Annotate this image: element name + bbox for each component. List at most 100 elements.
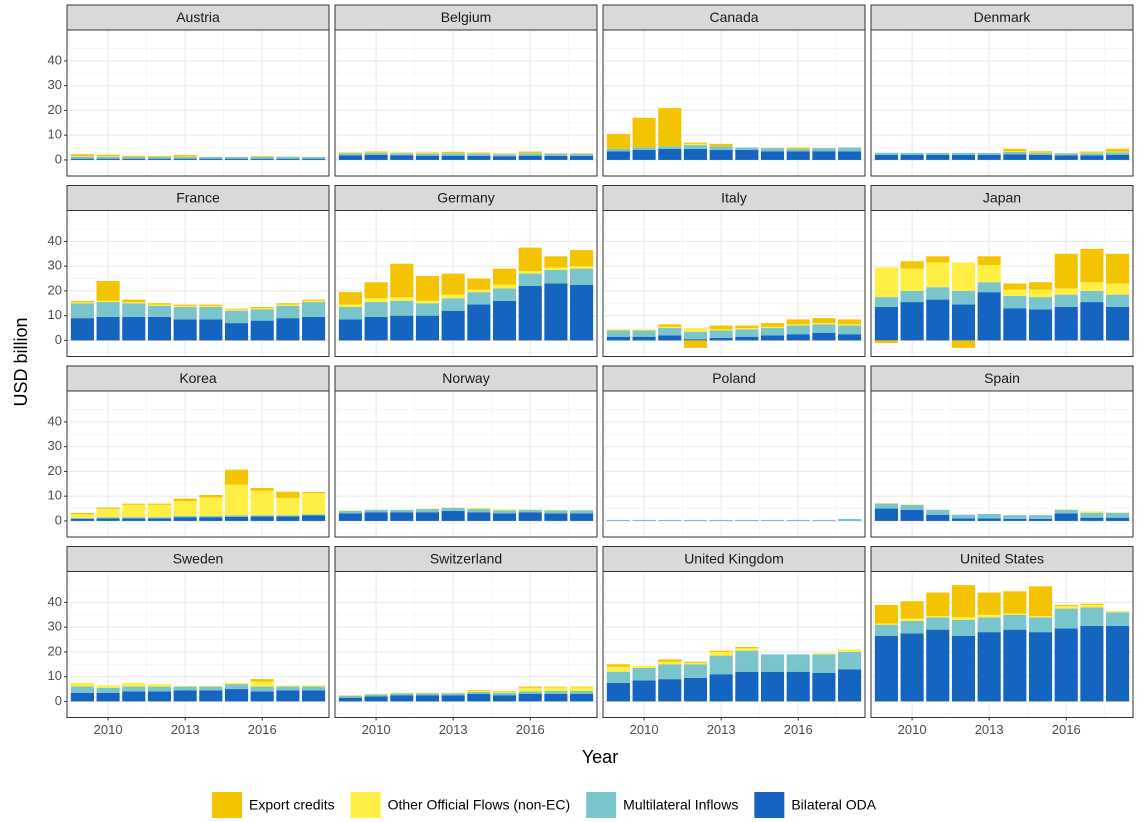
bar	[173, 154, 197, 157]
bar	[467, 153, 491, 156]
bar	[250, 488, 274, 491]
bar	[122, 517, 146, 519]
bar	[441, 155, 465, 160]
bar	[632, 336, 656, 341]
bar	[786, 325, 810, 335]
bar	[467, 289, 491, 293]
bar	[760, 335, 785, 341]
panel: Japan	[870, 185, 1134, 357]
legend-label: Export credits	[249, 797, 335, 813]
bar	[760, 519, 785, 521]
x-tick-label: 2013	[707, 722, 736, 737]
bar	[606, 336, 630, 341]
bar	[786, 151, 810, 160]
bar	[658, 679, 682, 702]
bar	[1054, 628, 1078, 702]
x-tick-label: 2010	[630, 722, 659, 737]
bar	[951, 518, 976, 521]
bar	[926, 616, 950, 618]
bar	[147, 155, 172, 157]
bar	[492, 509, 517, 511]
bar	[199, 494, 223, 498]
panel: Italy	[602, 185, 866, 357]
y-tick-label: 20	[48, 643, 62, 658]
bar	[812, 519, 836, 521]
bar	[1003, 613, 1027, 615]
y-tick-label: 0	[55, 512, 62, 527]
bar	[518, 151, 542, 153]
bar	[276, 156, 300, 159]
bar	[838, 651, 862, 670]
bar	[70, 518, 94, 521]
bar	[1080, 302, 1104, 341]
bar	[1106, 612, 1130, 626]
bar	[70, 300, 94, 303]
bar	[70, 692, 94, 702]
bar	[1080, 151, 1104, 153]
strip	[334, 546, 598, 572]
bar	[977, 518, 1001, 521]
bar	[302, 158, 326, 160]
bar	[224, 323, 249, 341]
bar	[1080, 248, 1104, 283]
bar	[812, 653, 836, 655]
bar	[415, 153, 440, 156]
bar	[709, 146, 733, 151]
bar	[70, 686, 94, 693]
bar	[173, 307, 197, 320]
bar	[199, 686, 223, 691]
bar	[570, 284, 594, 341]
bar	[147, 686, 172, 692]
bar	[364, 696, 388, 702]
bar	[147, 504, 172, 518]
bar	[951, 262, 976, 291]
bar	[441, 693, 465, 696]
bar	[874, 340, 898, 343]
legend-label: Multilateral Inflows	[623, 797, 738, 813]
bar	[632, 117, 656, 148]
panel: Korea 0 10 20 30 40	[48, 365, 330, 538]
bar	[632, 665, 656, 669]
bar	[441, 511, 465, 521]
bar	[1003, 295, 1027, 309]
panel: France 0 10 20 30 40	[48, 185, 330, 357]
bar	[544, 687, 568, 692]
bar	[977, 632, 1001, 702]
bar	[173, 158, 197, 160]
bar	[1080, 155, 1104, 160]
bar	[96, 154, 120, 157]
bar	[338, 307, 362, 320]
bar	[570, 510, 594, 514]
y-tick-label: 0	[55, 332, 62, 347]
bar	[390, 155, 414, 160]
x-tick-label: 2013	[171, 722, 200, 737]
bar	[709, 329, 733, 331]
bar	[467, 690, 491, 693]
x-tick-label: 2010	[898, 722, 927, 737]
bar	[173, 156, 197, 159]
bar	[199, 156, 223, 159]
bar	[1003, 151, 1027, 152]
bar	[199, 158, 223, 160]
bar	[338, 697, 362, 702]
bar	[812, 323, 836, 325]
bar	[492, 300, 517, 341]
bar	[1054, 307, 1078, 341]
bar	[900, 618, 924, 621]
bar	[900, 620, 924, 634]
bar	[951, 340, 976, 348]
bar	[492, 695, 517, 702]
bar	[874, 154, 898, 160]
bar	[786, 519, 810, 521]
bar	[302, 491, 326, 494]
bar	[224, 516, 249, 521]
bar	[441, 695, 465, 702]
bar	[683, 331, 708, 340]
bar	[467, 692, 491, 694]
bar	[302, 299, 326, 301]
bar	[224, 484, 249, 516]
bar	[632, 668, 656, 681]
bar	[1028, 518, 1053, 521]
bar	[1106, 148, 1130, 152]
y-tick-label: 40	[48, 413, 62, 428]
